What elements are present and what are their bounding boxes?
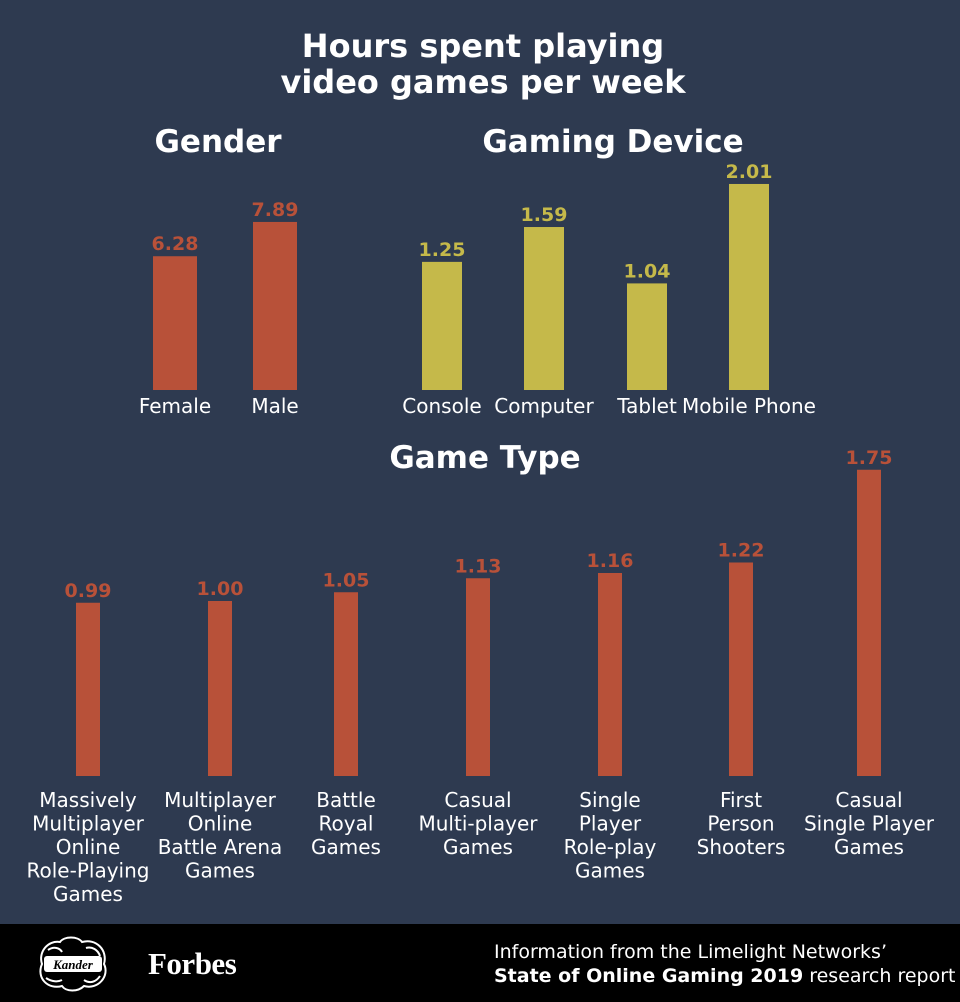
category-label-1-1: Computer: [494, 394, 594, 418]
category-label-line: Mobile Phone: [682, 394, 816, 418]
bar-2-5: [729, 562, 753, 776]
value-label-1-1: 1.59: [521, 204, 568, 226]
category-label-line: Games: [53, 882, 123, 906]
source-line-2: State of Online Gaming 2019 research rep…: [494, 964, 956, 988]
category-label-line: Male: [251, 394, 298, 418]
category-label-line: Online: [188, 812, 253, 836]
gaming-device-section-title: Gaming Device: [482, 124, 744, 160]
game-type-section-title: Game Type: [389, 440, 581, 476]
category-label-line: Role-play: [564, 835, 657, 859]
category-label-2-6: Casual Single Player Games: [804, 788, 935, 859]
category-label-1-2: Tablet: [616, 394, 677, 418]
infographic: Hours spent playing video games per week…: [0, 28, 960, 906]
gender-section-title: Gender: [154, 124, 282, 160]
main-title: Hours spent playing video games per week: [0, 28, 960, 100]
category-label-2-3: Casual Multi-player Games: [419, 788, 539, 859]
category-label-line: Casual: [835, 788, 902, 812]
category-label-line: Online: [56, 835, 121, 859]
category-label-line: Role-Playing: [27, 859, 150, 883]
main-title-line-2: video games per week: [280, 63, 686, 101]
category-label-line: Console: [402, 394, 481, 418]
category-label-line: Games: [834, 835, 904, 859]
bar-0-1: [253, 221, 297, 390]
forbes-brand: Forbes: [148, 946, 237, 981]
category-label-1-0: Console: [402, 394, 481, 418]
value-label-2-3: 1.13: [455, 555, 502, 577]
category-label-line: Battle Arena: [158, 835, 283, 859]
value-label-2-5: 1.22: [718, 540, 765, 562]
category-label-line: Casual: [444, 788, 511, 812]
source-line-2-rest: research report: [803, 965, 956, 987]
bar-1-0: [422, 261, 462, 390]
category-label-line: Massively: [39, 788, 137, 812]
category-label-line: First: [720, 788, 762, 812]
bar-2-1: [208, 601, 232, 776]
main-title-line-1: Hours spent playing: [301, 27, 665, 65]
category-label-2-2: Battle Royal Games: [311, 788, 381, 859]
footer: Kander Forbes Information from the Limel…: [0, 924, 960, 1002]
category-label-line: Computer: [494, 394, 594, 418]
category-label-2-4: Single Player Role-play Games: [564, 788, 657, 883]
bar-2-6: [857, 469, 881, 776]
category-label-2-0: Massively Multiplayer Online Role-Playing Ga…: [27, 788, 150, 906]
category-label-2-5: First Person Shooters: [697, 788, 786, 859]
value-label-0-0: 6.28: [152, 233, 199, 255]
category-label-2-1: Multiplayer Online Battle Arena Games: [158, 788, 283, 883]
category-label-line: Female: [139, 394, 211, 418]
source-line-1: Information from the Limelight Networks’: [494, 941, 887, 963]
value-label-2-2: 1.05: [323, 569, 370, 591]
value-label-1-3: 2.01: [726, 161, 773, 183]
bar-2-3: [466, 578, 490, 776]
category-label-line: Games: [443, 835, 513, 859]
value-label-2-0: 0.99: [65, 580, 112, 602]
category-label-line: Games: [185, 859, 255, 883]
bar-1-1: [524, 227, 564, 390]
category-label-line: Games: [311, 835, 381, 859]
category-label-line: Single Player: [804, 812, 935, 836]
category-label-line: Shooters: [697, 835, 786, 859]
category-label-line: Multi-player: [419, 812, 539, 836]
bar-1-2: [627, 283, 667, 390]
bar-1-3: [729, 183, 769, 390]
category-label-line: Tablet: [616, 394, 677, 418]
category-label-line: Multiplayer: [164, 788, 277, 812]
category-label-line: Games: [575, 859, 645, 883]
kander-seal-logo: Kander: [39, 936, 107, 992]
category-label-line: Battle: [316, 788, 376, 812]
bar-charts: 6.28 Female 7.89 Male 1.25 Console 1.59 Compute…: [27, 161, 935, 906]
category-label-line: Person: [707, 812, 774, 836]
category-label-line: Multiplayer: [32, 812, 145, 836]
category-label-line: Player: [579, 812, 642, 836]
category-label-line: Single: [579, 788, 640, 812]
bar-2-4: [598, 573, 622, 776]
value-label-2-4: 1.16: [587, 550, 634, 572]
category-label-1-3: Mobile Phone: [682, 394, 816, 418]
bar-0-0: [153, 256, 197, 390]
bar-2-2: [334, 592, 358, 776]
value-label-1-2: 1.04: [624, 260, 671, 282]
category-label-0-0: Female: [139, 394, 211, 418]
svg-text:Kander: Kander: [52, 957, 94, 972]
value-label-2-1: 1.00: [197, 578, 244, 600]
bar-2-0: [76, 602, 100, 776]
category-label-0-1: Male: [251, 394, 298, 418]
source-note: Information from the Limelight Networks’…: [494, 940, 956, 988]
category-label-line: Royal: [319, 812, 374, 836]
value-label-0-1: 7.89: [252, 199, 299, 221]
value-label-1-0: 1.25: [419, 239, 466, 261]
value-label-2-6: 1.75: [846, 447, 893, 469]
report-name: State of Online Gaming 2019: [494, 965, 804, 987]
